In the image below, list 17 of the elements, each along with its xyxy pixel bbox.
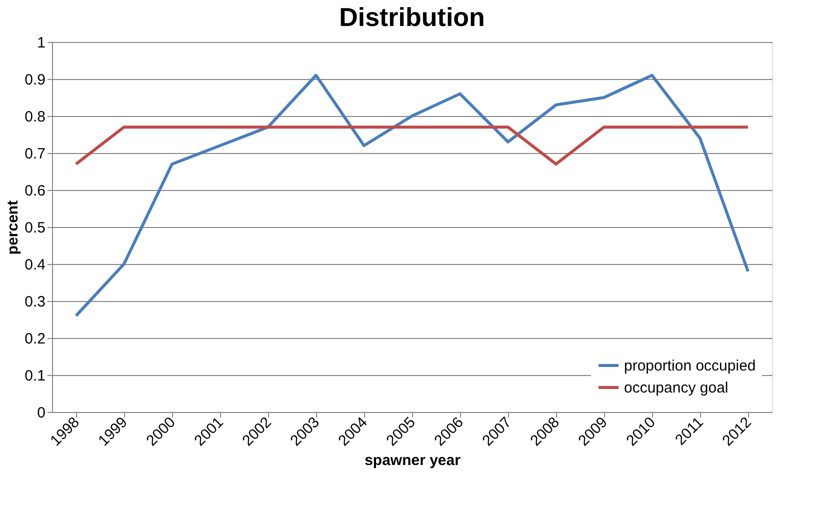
y-tick-label: 0.2: [24, 330, 46, 348]
chart-title: Distribution: [339, 2, 485, 32]
y-tick-label: 0.4: [24, 256, 46, 274]
y-tick-label: 0.6: [24, 182, 46, 200]
y-tick-label: 0.8: [24, 108, 46, 126]
y-tick-label: 0.3: [24, 294, 46, 310]
y-tick-label: 0: [37, 404, 46, 422]
y-tick-label: 0.1: [24, 368, 46, 384]
legend-label: proportion occupied: [624, 358, 756, 374]
y-axis-title: percent: [4, 200, 22, 255]
line-series: [74, 74, 750, 318]
y-tick-label: 0.7: [24, 146, 46, 162]
x-axis-title: spawner year: [364, 452, 461, 469]
legend-label: occupancy goal: [624, 380, 728, 396]
y-tick-label: 0.5: [24, 220, 46, 236]
y-tick-label: 0.9: [24, 72, 46, 88]
y-tick-label: 1: [37, 34, 46, 52]
